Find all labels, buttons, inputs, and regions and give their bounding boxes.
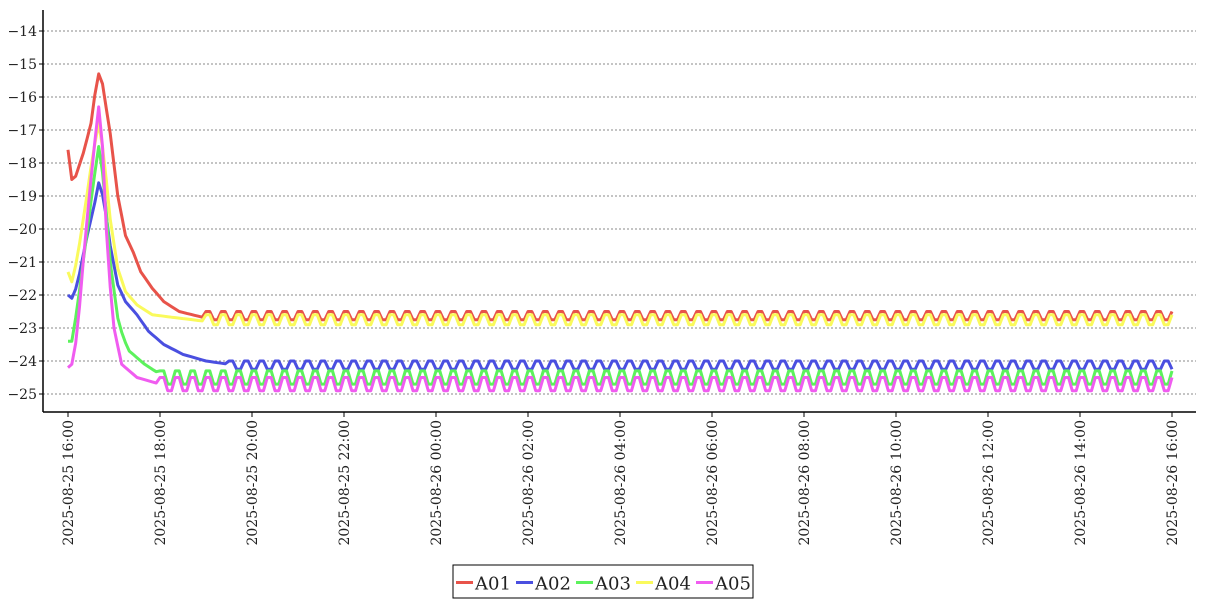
x-tick-label: 2025-08-26 10:00	[889, 420, 905, 546]
series-line-a01	[66, 72, 1174, 322]
x-tick-label: 2025-08-25 16:00	[61, 420, 77, 546]
y-tick-label: −21	[7, 255, 37, 271]
series-line-a02	[67, 181, 1174, 371]
legend: A01 A02 A03 A04 A05	[452, 564, 754, 599]
y-tick-label: −15	[7, 57, 37, 73]
y-tick-label: −20	[7, 222, 37, 238]
x-ticks: 2025-08-25 16:00 2025-08-25 18:00 2025-08-…	[61, 412, 1181, 546]
x-tick-label: 2025-08-26 00:00	[429, 420, 445, 546]
y-tick-label: −17	[7, 123, 37, 139]
y-tick-label: −16	[7, 90, 37, 106]
x-tick-label: 2025-08-26 14:00	[1073, 420, 1089, 546]
x-tick-label: 2025-08-26 08:00	[797, 420, 813, 546]
series-line-a05	[67, 105, 1174, 393]
legend-label-a05: A05	[714, 574, 751, 595]
grid-lines	[43, 30, 1196, 395]
legend-label-a01: A01	[474, 574, 511, 595]
y-tick-label: −18	[7, 156, 37, 172]
series-line-a03	[68, 145, 1174, 386]
y-tick-label: −23	[7, 321, 37, 337]
x-tick-label: 2025-08-26 02:00	[521, 420, 537, 546]
x-tick-label: 2025-08-26 12:00	[981, 420, 997, 546]
x-tick-label: 2025-08-26 16:00	[1165, 420, 1181, 546]
y-tick-label: −24	[7, 354, 37, 370]
legend-label-a04: A04	[654, 574, 691, 595]
y-ticks: −14 −15 −16 −17 −18 −19 −20 −21 −22 −23 −24 −25	[7, 24, 43, 403]
y-tick-label: −19	[7, 189, 37, 205]
legend-label-a03: A03	[594, 574, 631, 595]
x-tick-label: 2025-08-25 18:00	[153, 420, 169, 546]
y-tick-label: −14	[7, 24, 37, 40]
x-tick-label: 2025-08-25 20:00	[245, 420, 261, 546]
x-tick-label: 2025-08-26 04:00	[613, 420, 629, 546]
axes	[42, 10, 1196, 413]
x-tick-label: 2025-08-25 22:00	[337, 420, 353, 546]
legend-label-a02: A02	[534, 574, 571, 595]
series-line-a04	[66, 121, 1174, 327]
y-tick-label: −22	[7, 288, 37, 304]
y-tick-label: −25	[7, 387, 37, 403]
series-lines	[66, 72, 1174, 393]
x-tick-label: 2025-08-26 06:00	[705, 420, 721, 546]
